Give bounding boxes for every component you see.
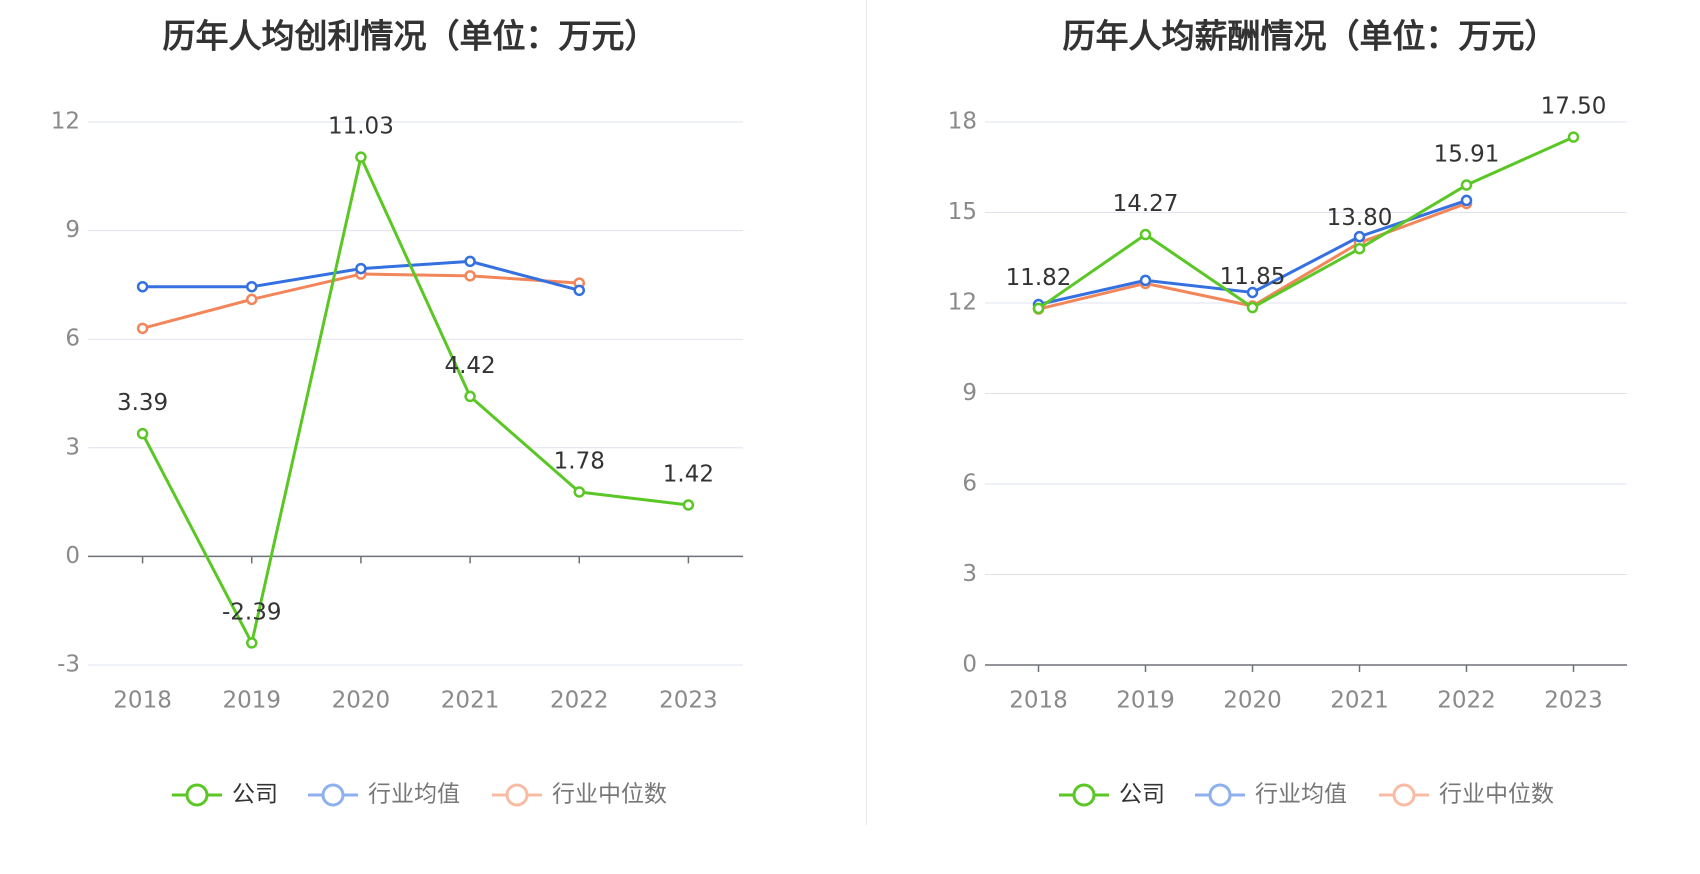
series-company: [1032, 131, 1580, 315]
series-line: [1037, 135, 1575, 310]
chart-title: 历年人均创利情况（单位：万元）: [163, 17, 658, 56]
data-point[interactable]: [355, 151, 367, 163]
legend-label: 行业均值: [368, 782, 460, 808]
data-point[interactable]: [1460, 194, 1473, 207]
legend-label: 行业中位数: [552, 782, 667, 808]
legend-marker: [505, 783, 529, 807]
data-point[interactable]: [573, 486, 585, 498]
profit-per-capita-chart: 历年人均创利情况（单位：万元） -3 0 3 6 9 12 2018 2019 2020 2021 2…: [51, 17, 743, 808]
data-point[interactable]: [136, 427, 149, 440]
x-tick-label: 2022: [1437, 688, 1496, 714]
y-tick-label: 9: [65, 217, 80, 243]
profit-chart-panel: 历年人均创利情况（单位：万元） -3 0 3 6 9 12 2018 2019 2020 2021 2…: [51, 17, 743, 808]
legend-item-company[interactable]: 公司: [1059, 782, 1165, 808]
series-industry-avg: [136, 255, 585, 297]
data-point[interactable]: [136, 322, 149, 335]
y-tick-label: -3: [57, 652, 80, 678]
x-tick-label: 2021: [1330, 688, 1389, 714]
legend-label: 公司: [232, 782, 278, 808]
y-tick-label: 12: [51, 109, 80, 135]
chart-title: 历年人均薪酬情况（单位：万元）: [1063, 17, 1558, 56]
salary-chart-panel: 历年人均薪酬情况（单位：万元） 0 3 6 9 12 15 18 2018 2019 2020 202…: [867, 0, 1700, 874]
x-tick-label: 2020: [332, 688, 391, 714]
legend-label: 行业中位数: [1439, 782, 1554, 808]
data-point[interactable]: [1032, 302, 1045, 315]
data-point[interactable]: [355, 262, 367, 275]
x-tick-label: 2018: [113, 688, 172, 714]
y-tick-label: 0: [962, 652, 977, 678]
data-label: 11.82: [1006, 265, 1072, 291]
data-label: 13.80: [1327, 205, 1393, 231]
legend-item-industry-avg[interactable]: 行业均值: [1195, 782, 1347, 808]
legend-marker: [1208, 783, 1232, 807]
legend-marker: [1392, 783, 1416, 807]
data-point[interactable]: [246, 280, 258, 293]
legend-marker: [185, 783, 209, 807]
panel-divider: [866, 0, 867, 825]
data-label: 15.91: [1434, 142, 1500, 168]
x-tick-label: 2018: [1009, 688, 1068, 714]
data-point[interactable]: [1246, 286, 1259, 299]
data-label: 1.42: [663, 461, 714, 487]
data-point[interactable]: [682, 499, 695, 511]
y-tick-label: 15: [948, 199, 977, 225]
data-label: 11.03: [328, 114, 394, 140]
data-point[interactable]: [1246, 301, 1259, 314]
salary-per-capita-chart: 历年人均薪酬情况（单位：万元） 0 3 6 9 12 15 18 2018 2019 2020 202…: [948, 17, 1627, 808]
y-tick-label: 18: [948, 109, 977, 135]
legend-item-industry-median[interactable]: 行业中位数: [1379, 782, 1554, 808]
y-tick-label: 6: [962, 471, 977, 497]
y-tick-label: 9: [962, 380, 977, 406]
legend-item-industry-median[interactable]: 行业中位数: [492, 782, 667, 808]
x-tick-label: 2023: [1544, 688, 1603, 714]
series-line: [142, 272, 580, 330]
data-point[interactable]: [1139, 228, 1152, 241]
legend-marker: [321, 783, 345, 807]
series-company: [136, 151, 695, 649]
data-label: 3.39: [117, 390, 168, 416]
data-label: 4.42: [444, 353, 495, 379]
x-tick-label: 2020: [1223, 688, 1282, 714]
data-point[interactable]: [246, 637, 258, 649]
data-label: 11.85: [1220, 264, 1286, 290]
data-label: -2.39: [222, 599, 282, 625]
data-point[interactable]: [1460, 179, 1473, 191]
legend-label: 行业均值: [1255, 782, 1347, 808]
legend-item-industry-avg[interactable]: 行业均值: [308, 782, 460, 808]
data-point[interactable]: [1353, 242, 1366, 255]
y-tick-label: 6: [65, 326, 80, 352]
series-industry-median: [136, 268, 585, 335]
legend-marker: [1072, 783, 1096, 807]
legend-item-company[interactable]: 公司: [172, 782, 278, 808]
x-tick-label: 2022: [550, 688, 609, 714]
data-label: 14.27: [1113, 191, 1179, 217]
legend-label: 公司: [1119, 782, 1165, 808]
data-point[interactable]: [464, 390, 476, 403]
series-line: [141, 155, 689, 645]
y-tick-label: 12: [948, 290, 977, 316]
y-tick-label: 3: [65, 434, 80, 460]
data-point[interactable]: [464, 255, 476, 268]
data-point[interactable]: [1567, 131, 1580, 143]
data-point[interactable]: [464, 270, 476, 282]
x-tick-label: 2019: [1116, 688, 1175, 714]
data-point[interactable]: [136, 280, 149, 293]
data-point[interactable]: [1139, 274, 1152, 287]
data-point[interactable]: [246, 293, 258, 306]
data-point[interactable]: [573, 284, 585, 297]
x-tick-label: 2019: [222, 688, 281, 714]
y-tick-label: 3: [962, 561, 977, 587]
x-tick-label: 2021: [441, 688, 500, 714]
data-label: 17.50: [1541, 94, 1607, 120]
y-tick-label: 0: [65, 543, 80, 569]
x-tick-label: 2023: [659, 688, 718, 714]
data-label: 1.78: [554, 448, 605, 474]
data-point[interactable]: [1353, 230, 1366, 243]
